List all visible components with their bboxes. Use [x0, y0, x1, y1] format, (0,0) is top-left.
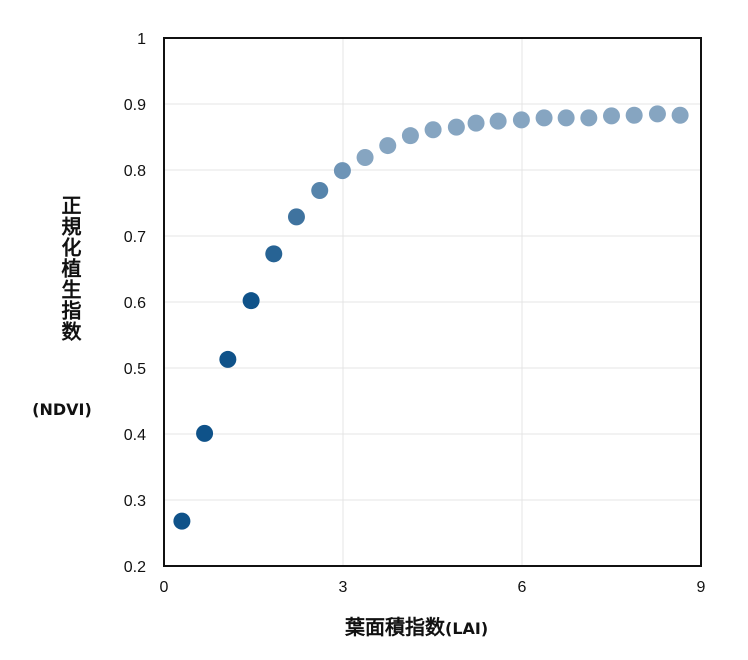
data-points: [173, 105, 689, 530]
y-tick-label: 1: [137, 31, 146, 48]
x-axis-label-sub: (LAI): [445, 619, 489, 638]
data-point: [489, 112, 507, 130]
data-point: [512, 111, 530, 129]
y-axis-label: 正規化植生指数: [58, 195, 82, 342]
data-point: [580, 109, 598, 127]
y-tick-label: 0.4: [124, 427, 146, 444]
data-point: [219, 350, 237, 368]
y-tick-label: 0.3: [124, 493, 146, 510]
data-point: [671, 106, 689, 124]
x-tick-label: 0: [160, 579, 169, 596]
x-tick-labels: 0 3 6 9: [160, 579, 706, 596]
data-point: [557, 109, 575, 127]
data-point: [356, 148, 374, 166]
x-tick-label: 9: [697, 579, 706, 596]
data-point: [287, 208, 305, 226]
plot-frame: [163, 37, 702, 567]
data-point: [648, 105, 666, 123]
data-point: [401, 127, 419, 145]
y-tick-label: 0.9: [124, 97, 146, 114]
data-point: [447, 118, 465, 136]
y-tick-label: 0.2: [124, 559, 146, 576]
y-tick-labels: 0.2 0.3 0.4 0.5 0.6 0.7 0.8 0.9 1: [124, 31, 146, 576]
x-tick-label: 6: [518, 579, 527, 596]
data-point: [625, 106, 643, 124]
y-tick-label: 0.7: [124, 229, 146, 246]
y-axis-label-sub: (NDVI): [32, 400, 92, 419]
x-axis-label-main: 葉面積指数: [345, 615, 445, 639]
data-point: [379, 137, 397, 155]
y-tick-label: 0.8: [124, 163, 146, 180]
data-point: [173, 512, 191, 530]
data-point: [467, 114, 485, 132]
data-point: [311, 181, 329, 199]
y-tick-label: 0.6: [124, 295, 146, 312]
data-point: [242, 292, 260, 310]
data-point: [424, 121, 442, 139]
x-tick-label: 3: [339, 579, 348, 596]
data-point: [333, 162, 351, 180]
y-tick-label: 0.5: [124, 361, 146, 378]
data-point: [603, 107, 620, 125]
data-point: [265, 245, 283, 263]
data-point: [535, 109, 553, 127]
x-axis-label: 葉面積指数(LAI): [345, 611, 488, 640]
data-point: [196, 424, 214, 442]
